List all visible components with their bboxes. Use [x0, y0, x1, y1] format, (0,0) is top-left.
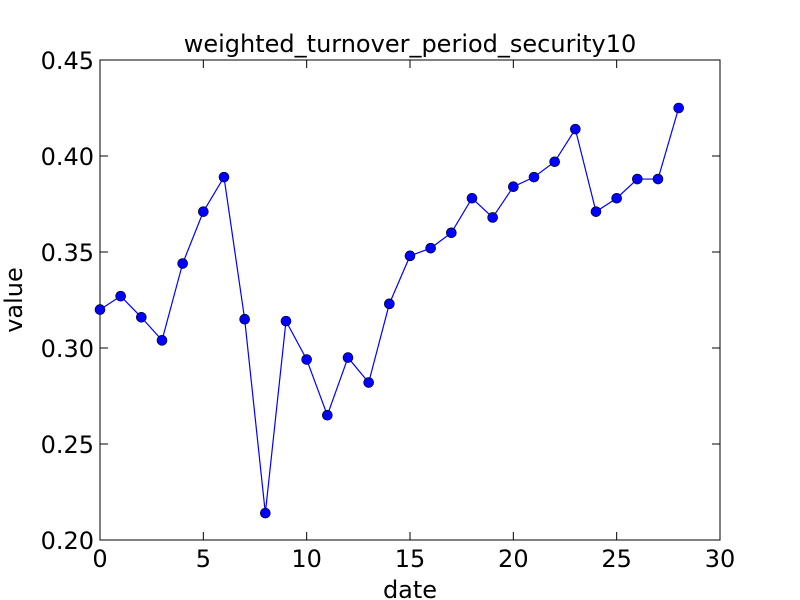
data-point — [115, 290, 126, 302]
data-point — [363, 377, 374, 388]
y-tick-label: 0.30 — [41, 335, 94, 363]
data-point — [549, 156, 560, 168]
data-point — [508, 181, 519, 193]
tick-labels: 0 5 10 15 20 25 30 0.20 0.25 0.30 0.35 0.40 0.45 — [41, 47, 736, 573]
y-tick-label: 0.40 — [41, 143, 94, 171]
series-layer — [94, 102, 684, 519]
data-point — [218, 171, 230, 183]
data-point — [611, 192, 622, 204]
y-tick-label: 0.25 — [41, 431, 94, 459]
data-point — [590, 206, 602, 217]
data-point — [384, 298, 395, 310]
data-point — [404, 250, 416, 262]
data-point — [322, 409, 333, 421]
data-point — [342, 352, 354, 363]
data-point — [632, 173, 643, 185]
data-point — [94, 304, 106, 315]
data-point — [136, 311, 147, 323]
x-tick-label: 15 — [395, 545, 426, 573]
x-tick-label: 0 — [92, 545, 107, 573]
data-point — [487, 212, 498, 223]
x-tick-label: 20 — [498, 545, 529, 573]
y-tick-label: 0.45 — [41, 47, 94, 75]
data-point — [177, 258, 188, 269]
y-axis-label: value — [0, 267, 28, 333]
x-axis-label: date — [383, 576, 437, 600]
plot-area — [99, 59, 721, 541]
data-point — [260, 507, 271, 519]
y-tick-label: 0.35 — [41, 239, 94, 267]
y-tick-label: 0.20 — [41, 527, 94, 555]
data-point — [652, 173, 664, 185]
chart-title: weighted_turnover_period_security10 — [184, 30, 637, 58]
data-point — [466, 192, 478, 204]
data-point — [301, 354, 312, 365]
x-tick-label: 5 — [196, 545, 211, 573]
data-point — [446, 227, 457, 239]
data-point — [156, 335, 168, 346]
data-point — [425, 242, 436, 254]
x-tick-label: 30 — [705, 545, 736, 573]
data-point — [198, 206, 209, 217]
data-point — [280, 315, 292, 327]
data-point — [528, 171, 540, 183]
x-tick-label: 25 — [601, 545, 632, 573]
data-point — [570, 123, 581, 135]
x-tick-label: 10 — [291, 545, 322, 573]
data-point — [239, 313, 250, 325]
data-point — [673, 102, 684, 114]
axis-ticks — [99, 59, 721, 541]
